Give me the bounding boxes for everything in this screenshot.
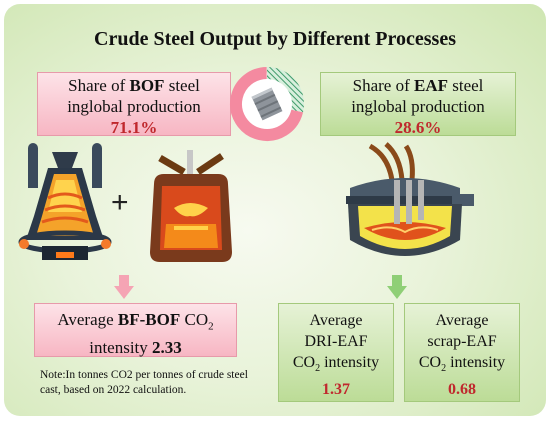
dri-eaf-co: CO <box>292 354 316 371</box>
scrap-eaf-intensity-box: Average scrap-EAF CO2 intensity 0.68 <box>404 303 520 402</box>
share-ring <box>230 67 304 141</box>
scrap-eaf-co-subscript: 2 <box>441 363 447 375</box>
steel-coil-icon <box>251 87 283 121</box>
eaf-share-suffix: steel <box>447 76 484 95</box>
bf-bof-intensity-box: Average BF-BOF CO2 intensity 2.33 <box>34 303 237 357</box>
blast-furnace-icon <box>18 143 112 260</box>
dri-eaf-intensity-box: Average DRI-EAF CO2 intensity 1.37 <box>278 303 394 402</box>
eaf-process-name: EAF <box>413 76 448 95</box>
dri-eaf-value: 1.37 <box>322 381 350 399</box>
scrap-eaf-value: 0.68 <box>448 381 476 399</box>
eaf-share-value: 28.6% <box>394 118 442 137</box>
bf-bof-process-name: BF-BOF <box>117 310 181 329</box>
dri-eaf-intensity-label: intensity <box>320 354 380 371</box>
scrap-eaf-co: CO <box>418 354 442 371</box>
electric-arc-furnace-icon <box>346 142 474 256</box>
ring-eaf-segment <box>230 67 304 141</box>
bof-share-suffix: steel <box>164 76 200 95</box>
page-title: Crude Steel Output by Different Processe… <box>94 28 456 50</box>
dri-eaf-line3: CO2 intensity <box>279 352 393 379</box>
eaf-share-prefix: Share of <box>352 76 414 95</box>
scrap-eaf-line1: Average <box>435 312 489 329</box>
basic-oxygen-furnace-icon <box>150 150 232 262</box>
bf-bof-co-subscript: 2 <box>208 320 214 333</box>
bof-share-line2: inglobal production <box>67 97 201 116</box>
eaf-share-line1: Share of EAF steel <box>321 75 515 96</box>
down-arrow-bof-icon <box>114 275 134 299</box>
bf-bof-intensity-label: intensity <box>89 338 153 358</box>
bof-share-prefix: Share of <box>68 76 130 95</box>
down-arrow-eaf-icon <box>387 275 407 299</box>
scrap-eaf-line2: scrap-EAF <box>427 333 497 350</box>
bf-bof-prefix: Average <box>57 310 118 329</box>
eaf-share-box: Share of EAF steel inglobal production 2… <box>320 72 516 137</box>
plus-sign: + <box>111 186 129 219</box>
bof-share-line1: Share of BOF steel <box>38 75 230 96</box>
bf-bof-value: 2.33 <box>152 338 182 358</box>
eaf-share-line2: inglobal production <box>351 97 485 116</box>
dri-eaf-co-subscript: 2 <box>315 363 321 375</box>
dri-eaf-line2: DRI-EAF <box>304 333 368 350</box>
bf-bof-line2: intensity 2.33 <box>35 337 236 359</box>
dri-eaf-line1: Average <box>309 312 363 329</box>
scrap-eaf-intensity-label: intensity <box>446 354 506 371</box>
bf-bof-line1: Average BF-BOF CO2 <box>35 309 236 337</box>
bof-share-box: Share of BOF steel inglobal production 7… <box>37 72 231 137</box>
bof-process-name: BOF <box>129 76 165 95</box>
scrap-eaf-line3: CO2 intensity <box>405 352 519 379</box>
footnote: Note:In tonnes CO2 per tonnes of crude s… <box>40 369 248 396</box>
bf-bof-co: CO <box>180 310 209 329</box>
bof-share-value: 71.1% <box>110 118 158 137</box>
